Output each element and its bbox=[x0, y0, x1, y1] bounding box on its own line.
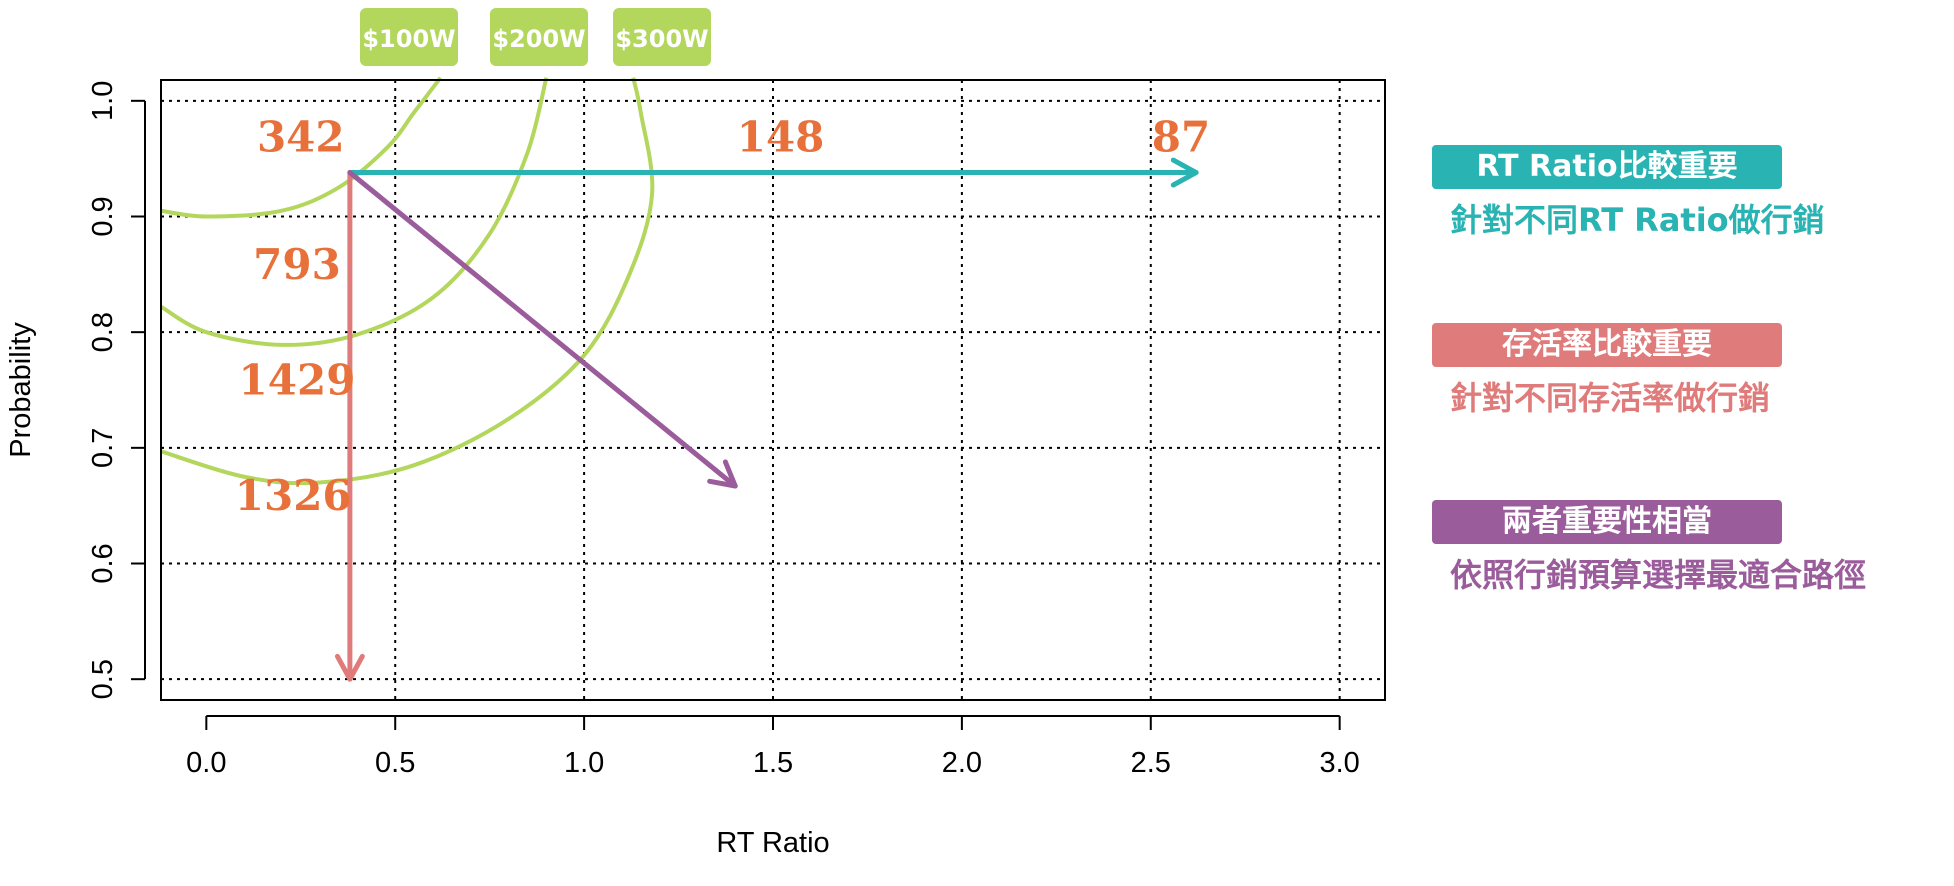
y-axis: 0.5 0.6 0.7 0.8 0.9 1.0 bbox=[87, 81, 146, 699]
plot-frame bbox=[160, 79, 1386, 701]
x-axis: 0.0 0.5 1.0 1.5 2.0 2.5 3.0 bbox=[186, 715, 1360, 779]
x-tick-label: 2.5 bbox=[1131, 747, 1171, 779]
budget-labels: $100W $200W $300W bbox=[360, 8, 711, 66]
x-tick-label: 3.0 bbox=[1320, 747, 1360, 779]
budget-label: $200W bbox=[492, 25, 585, 53]
x-axis-title: RT Ratio bbox=[716, 827, 829, 859]
legend-description: 針對不同RT Ratio做行銷 bbox=[1450, 201, 1825, 239]
segment-counts: 342 793 1429 1326 148 87 bbox=[235, 113, 1210, 521]
legend-badge: 存活率比較重要 bbox=[1432, 323, 1782, 367]
y-tick-label: 0.8 bbox=[87, 312, 119, 352]
budget-curve bbox=[161, 76, 443, 219]
x-tick-label: 1.5 bbox=[753, 747, 793, 779]
budget-badge bbox=[613, 8, 711, 66]
y-tick-label: 0.5 bbox=[87, 659, 119, 699]
segment-count-label: 342 bbox=[257, 113, 345, 162]
y-tick-label: 0.6 bbox=[87, 543, 119, 583]
y-axis-title: Probability bbox=[5, 322, 37, 458]
budget-badge bbox=[360, 8, 458, 66]
segment-count-label: 793 bbox=[253, 240, 341, 289]
legend-item-balanced: 兩者重要性相當 依照行銷預算選擇最適合路徑 bbox=[1432, 500, 1866, 596]
budget-label: $300W bbox=[615, 25, 708, 53]
arrow-head bbox=[1170, 157, 1199, 188]
x-tick-label: 0.5 bbox=[375, 747, 415, 779]
legend-badge: 兩者重要性相當 bbox=[1432, 500, 1782, 544]
x-tick-label: 2.0 bbox=[942, 747, 982, 779]
arrow-head bbox=[334, 653, 365, 682]
segment-count-label: 1429 bbox=[239, 355, 356, 404]
arrow-head bbox=[707, 459, 738, 489]
segment-count-label: 148 bbox=[737, 113, 825, 162]
segment-count-label: 87 bbox=[1152, 113, 1210, 162]
y-tick-label: 0.7 bbox=[87, 428, 119, 468]
legend-description: 依照行銷預算選擇最適合路徑 bbox=[1450, 556, 1867, 594]
legend-description: 針對不同存活率做行銷 bbox=[1450, 379, 1771, 417]
legend-item-rt-ratio: RT Ratio比較重要 針對不同RT Ratio做行銷 bbox=[1432, 145, 1825, 241]
y-tick-label: 0.9 bbox=[87, 196, 119, 236]
arrows bbox=[334, 157, 1199, 682]
budget-curve bbox=[161, 77, 655, 486]
budget-curves bbox=[161, 76, 655, 486]
x-tick-label: 0.0 bbox=[186, 747, 226, 779]
budget-label: $100W bbox=[362, 25, 455, 53]
legend-badge: RT Ratio比較重要 bbox=[1432, 145, 1782, 189]
x-tick-label: 1.0 bbox=[564, 747, 604, 779]
budget-curve bbox=[161, 77, 549, 347]
budget-badge bbox=[490, 8, 588, 66]
arrow-line bbox=[347, 170, 738, 489]
segment-count-label: 1326 bbox=[235, 471, 352, 520]
y-tick-label: 1.0 bbox=[87, 81, 119, 121]
legend-item-survival: 存活率比較重要 針對不同存活率做行銷 bbox=[1432, 323, 1782, 419]
